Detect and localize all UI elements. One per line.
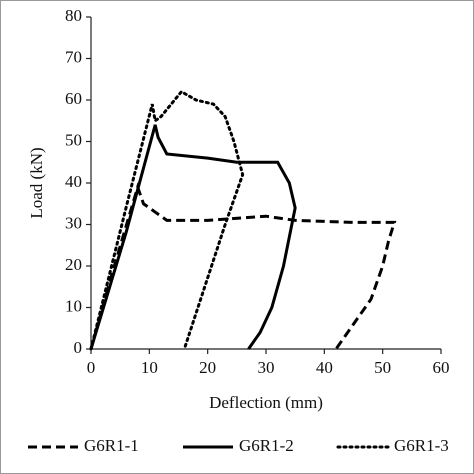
y-tick-label: 40	[65, 172, 82, 191]
line-series	[89, 89, 245, 351]
x-tick-label: 20	[199, 358, 216, 377]
x-tick-label: 40	[316, 358, 333, 377]
x-tick-label: 0	[87, 358, 96, 377]
line-series	[89, 124, 297, 350]
y-tick-label: 70	[65, 47, 82, 66]
y-tick-label: 20	[65, 255, 82, 274]
y-tick-label: 10	[65, 296, 82, 315]
legend-label: G6R1-3	[394, 436, 449, 455]
y-tick-label: 50	[65, 130, 82, 149]
y-axis-title: Load (kN)	[27, 147, 46, 218]
x-tick-label: 60	[433, 358, 450, 377]
legend-label: G6R1-2	[239, 436, 294, 455]
x-tick-label: 30	[258, 358, 275, 377]
x-tick-label: 50	[374, 358, 391, 377]
legend-label: G6R1-1	[84, 436, 139, 455]
y-tick-label: 80	[65, 6, 82, 25]
y-tick-label: 60	[65, 89, 82, 108]
x-axis-title: Deflection (mm)	[209, 393, 323, 412]
y-tick-label: 0	[74, 338, 83, 357]
x-tick-label: 10	[141, 358, 158, 377]
y-tick-label: 30	[65, 213, 82, 232]
line-series	[89, 182, 397, 350]
